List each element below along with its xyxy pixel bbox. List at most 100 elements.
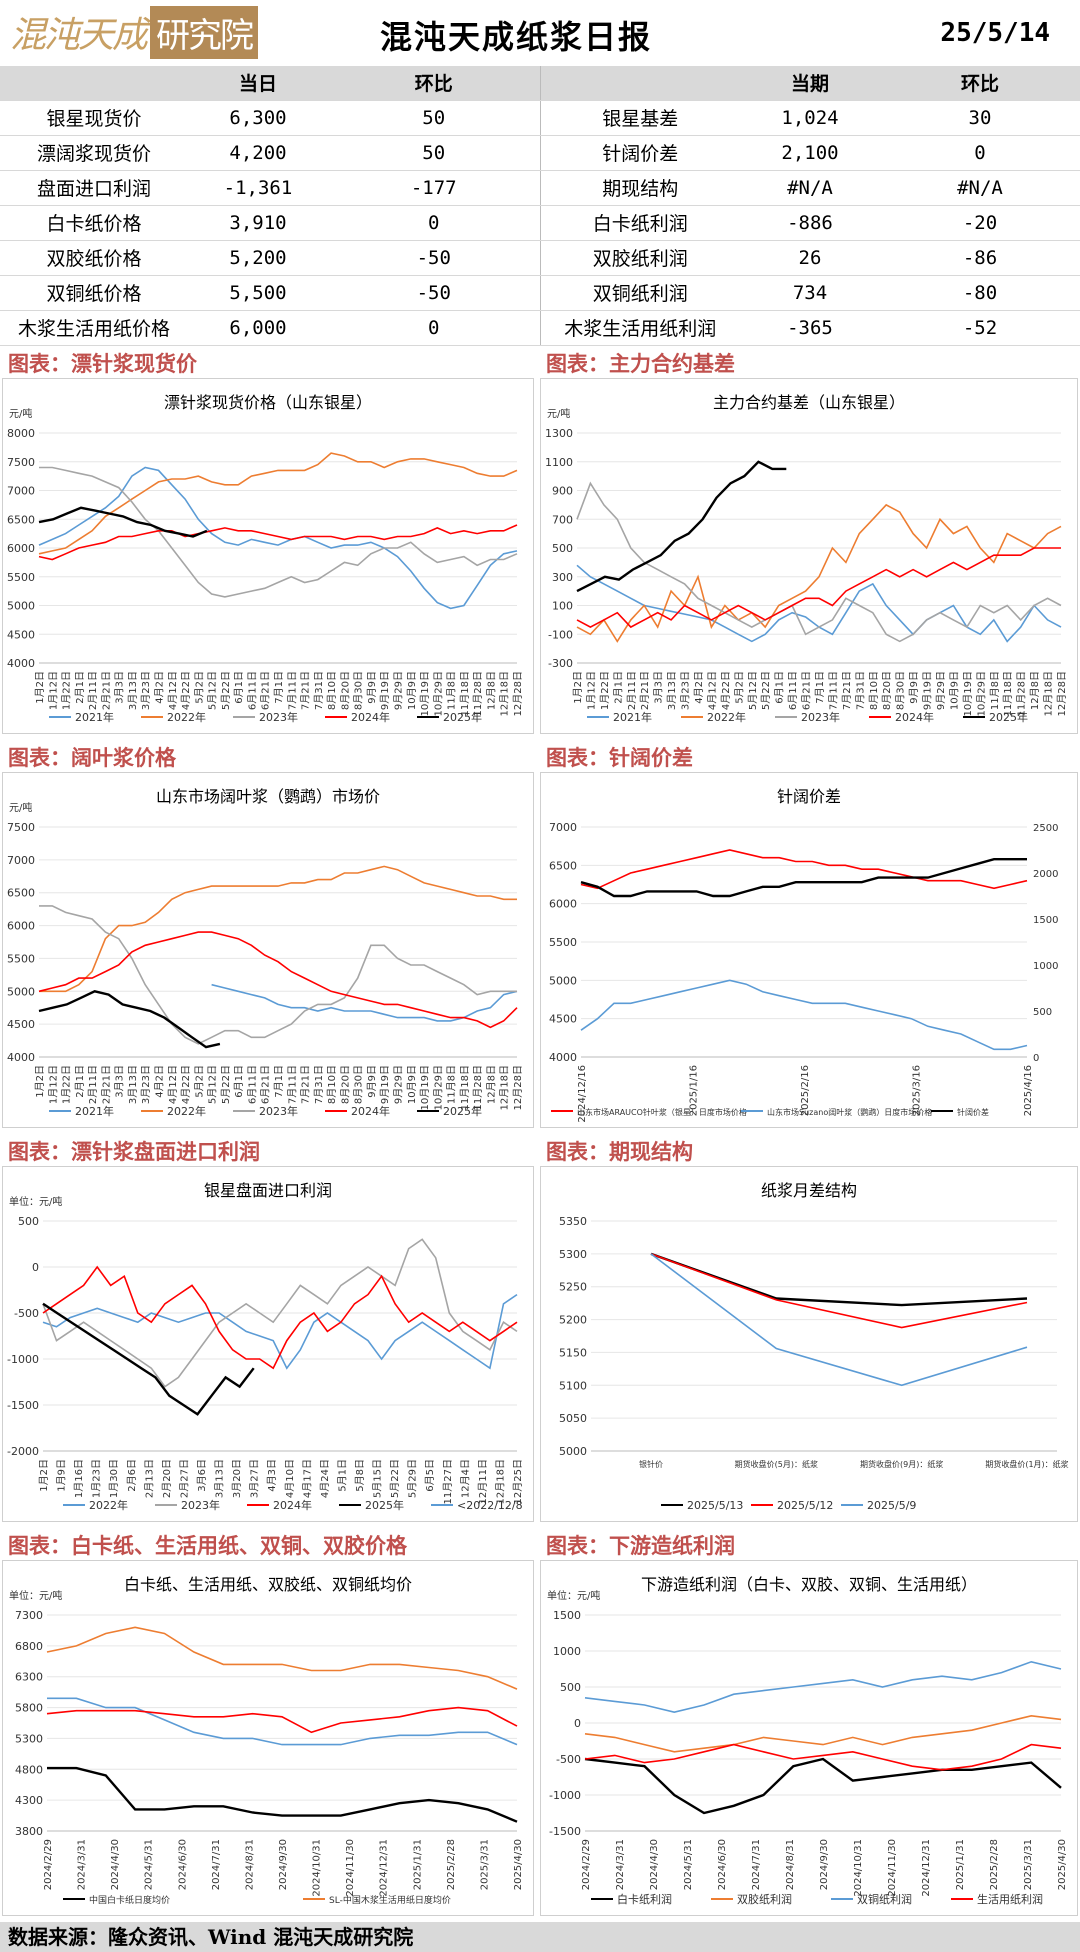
x-tick-label: 2024/8/31 — [785, 1839, 796, 1890]
row-value-left: 6,300 — [188, 100, 328, 136]
y-tick-label: 500 — [560, 1681, 581, 1694]
row-change-right: 0 — [880, 135, 1080, 171]
x-tick-label: 4月2日 — [693, 671, 705, 704]
chart-unit: 元/吨 — [9, 409, 33, 420]
y-tick-label: 6500 — [549, 859, 577, 872]
row-label-left: 盘面进口利润 — [0, 170, 188, 206]
chart-svg: -300 -100 100 300 500 700 900 1100 1300 1月2日 1月12日… — [545, 427, 1068, 724]
y-tick-label: 4800 — [15, 1763, 43, 1776]
x-tick-label: 7月31日 — [313, 1065, 325, 1104]
legend-label: 2024年 — [895, 710, 934, 724]
header-empty-right — [539, 66, 740, 101]
x-tick-label: 2024/6/30 — [717, 1839, 728, 1890]
x-tick-label: 1月22日 — [61, 671, 73, 710]
x-tick-label: 12月25日 — [512, 1459, 524, 1504]
row-change-left: -50 — [328, 275, 540, 311]
x-tick-label: 8月20日 — [881, 671, 893, 710]
x-tick-label: 5月2日 — [193, 671, 205, 704]
legend-label: 2025年 — [365, 1498, 404, 1512]
legend-label: 白卡纸利润 — [617, 1892, 672, 1906]
y-tick-label: 8000 — [7, 427, 35, 440]
legend-label: 2025年 — [989, 710, 1028, 724]
x-tick-label: 7月11日 — [286, 1065, 298, 1104]
x-tick-label: 4月22日 — [720, 671, 732, 710]
x-tick-label: 6月11日 — [246, 671, 258, 710]
x-tick-label: 11月27日 — [442, 1459, 454, 1504]
legend-label: 2022年 — [167, 710, 206, 724]
y-tick-label: 6000 — [549, 898, 577, 911]
legend-label: 2021年 — [75, 710, 114, 724]
x-tick-label: 7月1日 — [273, 1065, 285, 1098]
series-line — [650, 1253, 1028, 1329]
x-tick-label: 1月16日 — [73, 1459, 85, 1498]
series-line — [39, 865, 517, 993]
x-tick-label: 11月8日 — [989, 671, 1001, 710]
x-tick-label: 1月12日 — [47, 671, 59, 710]
x-tick-label: 2025/2/28 — [989, 1839, 1000, 1890]
row-label-right: 银星基差 — [539, 100, 740, 136]
series-line — [580, 858, 1027, 898]
x-tick-label: 7月31日 — [854, 671, 866, 710]
y-tick-label: 5150 — [559, 1346, 587, 1359]
row-change-left: -177 — [328, 170, 540, 206]
row-change-left: -50 — [328, 240, 540, 276]
row-change-right: -52 — [880, 310, 1080, 346]
legend-label: 山东市场Suzano阔叶浆（鹦鹉）日度市场价格 — [767, 1107, 932, 1117]
legend-label: 2021年 — [613, 710, 652, 724]
x-tick-label: 2024/9/30 — [278, 1839, 289, 1890]
x-tick-label: 2024/4/30 — [649, 1839, 660, 1890]
x-tick-label: 5月22日 — [220, 671, 232, 710]
x-tick-label: 6月21日 — [260, 1065, 272, 1104]
y-tick-label: 5000 — [7, 985, 35, 998]
chart-panel-3: 山东市场阔叶浆（鹦鹉）市场价 元/吨 4000 4500 5000 5500 6000 650… — [2, 772, 534, 1128]
section-title-7: 图表：白卡纸、生活用纸、双铜、双胶价格 — [8, 1533, 407, 1558]
y-tick-label: 5000 — [549, 974, 577, 987]
y-tick-label: -300 — [548, 657, 573, 670]
data-source-footer: 数据来源：隆众资讯、Wind 混沌天成研究院 — [0, 1922, 1080, 1952]
x-tick-label: 3月13日 — [127, 671, 139, 710]
x-tick-label: 12月28日 — [512, 1065, 524, 1110]
x-tick-label: 2025/1/31 — [955, 1839, 966, 1890]
header-empty-left — [0, 66, 188, 101]
x-tick-label: 9月19日 — [379, 671, 391, 710]
x-tick-label: 8月10日 — [868, 671, 880, 710]
y-tick-label: 5300 — [15, 1732, 43, 1745]
x-tick-label: 6月1日 — [233, 1065, 245, 1098]
x-tick-label: 1月12日 — [585, 671, 597, 710]
series-line — [46, 1706, 518, 1734]
section-title-6: 图表：期现结构 — [546, 1139, 693, 1164]
series-line — [39, 466, 518, 598]
x-tick-label: 7月11日 — [827, 671, 839, 710]
x-tick-label: 2024/4/30 — [110, 1839, 121, 1890]
chart-title: 银星盘面进口利润 — [203, 1181, 332, 1200]
x-tick-label: 2024/9/30 — [819, 1839, 830, 1890]
series-line — [211, 983, 518, 1022]
series-line — [584, 1743, 1062, 1771]
chart-title: 主力合约基差（山东银星） — [712, 393, 905, 412]
x-tick-label: 10月19日 — [419, 671, 431, 716]
row-value-left: 4,200 — [188, 135, 328, 171]
x-tick-label: 期货收盘价(9月)：纸浆 — [860, 1459, 943, 1469]
x-tick-label: 12月18日 — [1043, 671, 1055, 716]
x-tick-label: 8月30日 — [353, 671, 365, 710]
y-tick-label: 5000 — [559, 1445, 587, 1458]
y-tick-label: 4000 — [549, 1051, 577, 1064]
legend-label: 2023年 — [259, 710, 298, 724]
y-tick-label: 7500 — [7, 821, 35, 834]
legend-label: 2025/5/9 — [867, 1499, 916, 1512]
row-label-right: 针阔价差 — [539, 135, 740, 171]
x-tick-label: 2月6日 — [126, 1459, 138, 1492]
y-tick-label: 900 — [552, 485, 573, 498]
x-tick-label: 2月20日 — [161, 1459, 173, 1498]
x-tick-label: 2024/8/31 — [244, 1839, 255, 1890]
x-tick-label: 5月29日 — [407, 1459, 419, 1498]
summary-row: 银星现货价 6,300 50 银星基差 1,024 30 — [0, 100, 1080, 136]
y-tick-label: -1500 — [549, 1825, 581, 1838]
x-tick-label: 7月31日 — [313, 671, 325, 710]
row-value-right: 26 — [740, 240, 880, 276]
x-tick-label: 3月13日 — [127, 1065, 139, 1104]
x-tick-label: 2024/5/31 — [683, 1839, 694, 1890]
x-tick-label: 2月11日 — [626, 671, 638, 710]
y-tick-label: 6800 — [15, 1640, 43, 1653]
summary-row: 盘面进口利润 -1,361 -177 期现结构 #N/A #N/A — [0, 170, 1080, 206]
